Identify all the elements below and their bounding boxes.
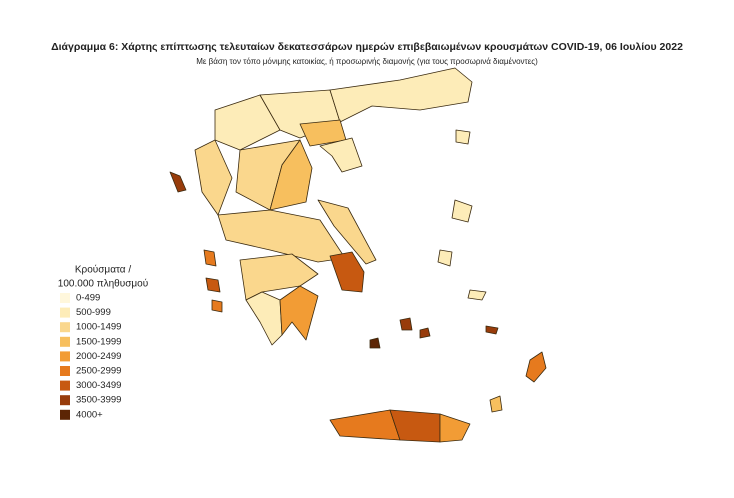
region [279, 285, 319, 341]
legend-label: 1000-1499 [76, 322, 121, 333]
legend-label: 3500-3999 [76, 395, 121, 406]
legend-label: 4000+ [76, 409, 103, 420]
region [455, 129, 471, 145]
title: Διάγραμμα 6: Χάρτης επίπτωσης τελευταίων… [51, 41, 683, 53]
region [489, 395, 503, 413]
region [169, 171, 187, 193]
legend-swatch [60, 307, 70, 318]
legend-label: 3000-3499 [76, 380, 121, 391]
region [319, 137, 363, 173]
region [203, 249, 217, 267]
legend-swatch [60, 336, 70, 347]
region [467, 289, 487, 301]
region [437, 249, 453, 267]
map [169, 67, 547, 443]
legend-swatch [60, 380, 70, 391]
subtitle: Με βάση τον τόπο μόνιμης κατοικίας, ή πρ… [196, 57, 538, 66]
legend-swatch [60, 366, 70, 376]
region [399, 317, 413, 331]
legend-label: 2000-2499 [76, 351, 121, 362]
legend-swatch [60, 395, 70, 406]
legend-title: Κρούσματα / [75, 264, 131, 276]
region [211, 299, 223, 313]
legend-label: 2500-2999 [76, 366, 121, 377]
legend-label: 0-499 [76, 293, 100, 304]
region [525, 351, 547, 383]
region [245, 291, 283, 346]
region [317, 199, 377, 265]
region [439, 413, 471, 443]
region [419, 327, 431, 339]
legend-swatch [60, 409, 70, 420]
legend-swatch [60, 293, 70, 303]
legend-label: 1500-1999 [76, 336, 121, 347]
region [194, 139, 233, 216]
region [269, 139, 313, 211]
region [329, 251, 365, 293]
legend-swatch [60, 322, 70, 333]
legend: 0-499 500-999 1000-1499 1500-1999 2000-2499 2… [60, 293, 121, 420]
legend-title: 100.000 πληθυσμού [58, 278, 148, 290]
region [329, 67, 473, 123]
region [214, 94, 281, 151]
region [369, 337, 381, 349]
region [485, 325, 499, 335]
region [451, 199, 473, 223]
region [205, 277, 221, 293]
legend-label: 500-999 [76, 307, 111, 318]
region [217, 209, 346, 263]
region [329, 409, 401, 441]
legend-swatch [60, 351, 70, 362]
